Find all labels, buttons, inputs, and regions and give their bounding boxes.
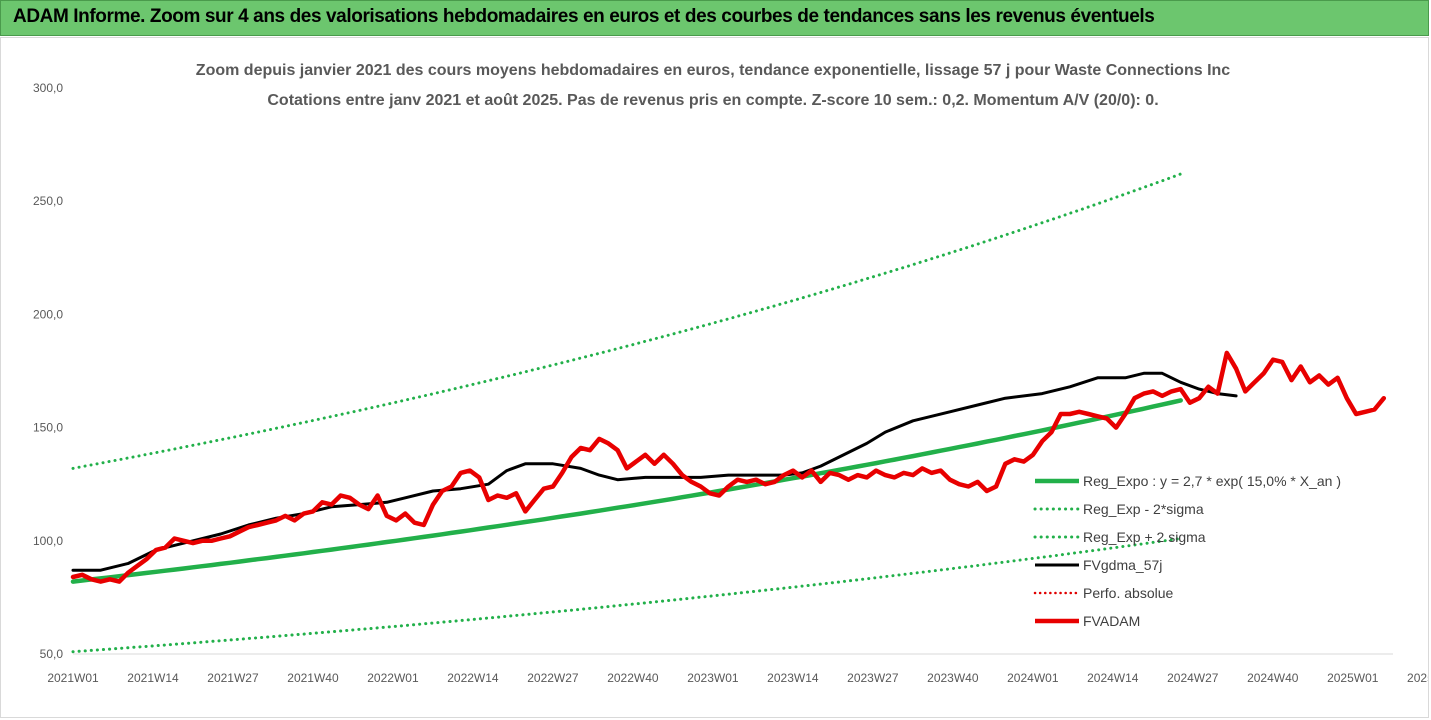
y-tick-label: 250,0 <box>33 194 63 208</box>
legend-label: Reg_Exp - 2*sigma <box>1083 501 1204 517</box>
x-tick-label: 2021W27 <box>207 671 259 685</box>
x-tick-label: 2021W01 <box>47 671 99 685</box>
report-banner-title: ADAM Informe. Zoom sur 4 ans des valoris… <box>13 6 1155 27</box>
chart-title-line-1: Zoom depuis janvier 2021 des cours moyen… <box>196 62 1230 79</box>
legend-label: Reg_Exp + 2 sigma <box>1083 529 1206 545</box>
line-chart: Zoom depuis janvier 2021 des cours moyen… <box>33 62 1428 685</box>
legend: Reg_Expo : y = 2,7 * exp( 15,0% * X_an )… <box>1033 473 1341 629</box>
legend-label: Perfo. absolue <box>1083 585 1173 601</box>
x-tick-label: 2024W14 <box>1087 671 1139 685</box>
series-layer <box>70 172 1387 654</box>
legend-label: FVgdma_57j <box>1083 557 1162 573</box>
x-tick-label: 2022W14 <box>447 671 499 685</box>
legend-label: Reg_Expo : y = 2,7 * exp( 15,0% * X_an ) <box>1083 473 1341 489</box>
x-tick-label: 2024W27 <box>1167 671 1219 685</box>
report-banner: ADAM Informe. Zoom sur 4 ans des valoris… <box>0 0 1429 36</box>
series-line-fvadam <box>70 350 1387 584</box>
x-tick-label: 2023W14 <box>767 671 819 685</box>
series-line-reg-exp-2-sigma <box>71 172 1183 470</box>
x-tick-label: 2021W40 <box>287 671 339 685</box>
y-tick-label: 50,0 <box>40 647 64 661</box>
y-tick-label: 100,0 <box>33 534 63 548</box>
x-tick-label: 2025W01 <box>1327 671 1379 685</box>
chart-title-line-2: Cotations entre janv 2021 et août 2025. … <box>267 92 1158 109</box>
y-axis-ticks: 50,0 100,0 150,0 200,0 250,0 300,0 <box>33 81 63 661</box>
x-tick-label: 2023W01 <box>687 671 739 685</box>
x-tick-label: 2024W40 <box>1247 671 1299 685</box>
x-tick-label: 2022W01 <box>367 671 419 685</box>
chart-frame: Zoom depuis janvier 2021 des cours moyen… <box>0 37 1429 718</box>
y-tick-label: 150,0 <box>33 421 63 435</box>
x-tick-label: 2022W27 <box>527 671 579 685</box>
x-axis-ticks: 2021W01 2021W14 2021W27 2021W40 2022W01 2022W… <box>47 671 1428 685</box>
legend-label: FVADAM <box>1083 613 1140 629</box>
y-tick-label: 200,0 <box>33 307 63 321</box>
x-tick-label: 2022W40 <box>607 671 659 685</box>
x-tick-label: 2021W14 <box>127 671 179 685</box>
x-tick-label: 2024W01 <box>1007 671 1059 685</box>
series-line-fvgdma-57j <box>71 371 1238 572</box>
series-line-reg-exp-2-sigma <box>71 537 1183 654</box>
x-tick-label: 2023W27 <box>847 671 899 685</box>
series-line-reg-expo-y-2-7-exp-15-0-x-an <box>70 398 1183 584</box>
x-tick-label: 2023W40 <box>927 671 979 685</box>
y-tick-label: 300,0 <box>33 81 63 95</box>
x-tick-label: 2025W14 <box>1407 671 1428 685</box>
